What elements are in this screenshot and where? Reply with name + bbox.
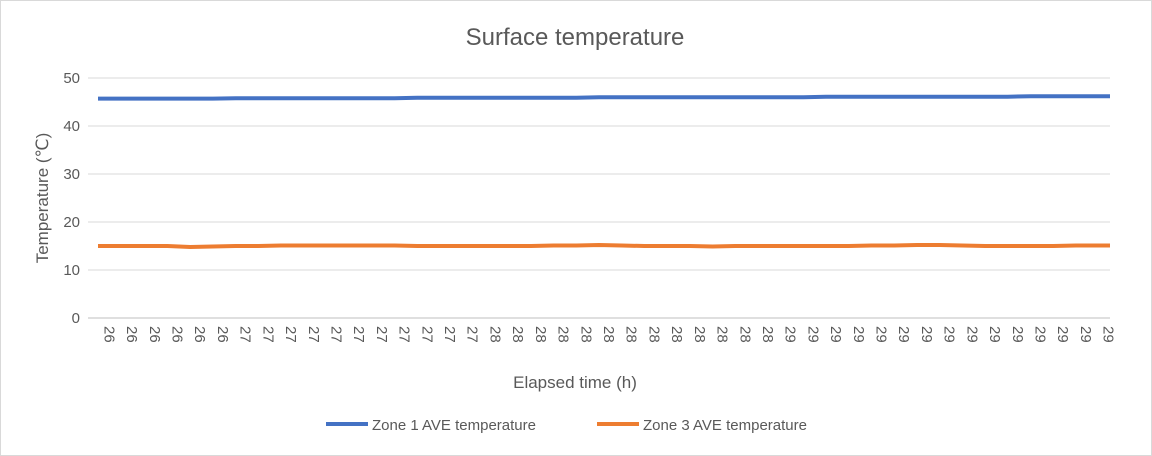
- y-axis-title: Temperature (℃): [33, 133, 52, 264]
- x-tick-label: 27: [282, 326, 299, 343]
- x-tick-label: 29: [1009, 326, 1026, 343]
- x-tick-label: 28: [623, 326, 640, 343]
- x-tick-label: 29: [782, 326, 799, 343]
- x-tick-label: 28: [691, 326, 708, 343]
- legend: Zone 1 AVE temperature Zone 3 AVE temper…: [326, 417, 807, 434]
- x-tick-label: 27: [373, 326, 390, 343]
- x-tick-label: 28: [759, 326, 776, 343]
- x-tick-label: 26: [168, 326, 185, 343]
- x-tick-label: 29: [1054, 326, 1071, 343]
- series-line-zone-1: [98, 94, 1110, 101]
- x-tick-label: 28: [714, 326, 731, 343]
- x-tick-label: 29: [1032, 326, 1049, 343]
- x-axis-ticks: 26 26 26 26 26 26 27 27 27 27 27 27 27 27 27 27 27 28 28 28…: [100, 326, 1116, 343]
- x-tick-label: 26: [191, 326, 208, 343]
- x-tick-label: 28: [532, 326, 549, 343]
- x-tick-label: 29: [827, 326, 844, 343]
- x-tick-label: 27: [237, 326, 254, 343]
- y-tick-label: 50: [63, 70, 80, 87]
- y-tick-label: 0: [72, 310, 80, 327]
- x-tick-label: 28: [736, 326, 753, 343]
- x-tick-label: 28: [555, 326, 572, 343]
- y-tick-label: 10: [63, 262, 80, 279]
- x-tick-label: 28: [486, 326, 503, 343]
- legend-label-zone-1: Zone 1 AVE temperature: [372, 417, 536, 434]
- x-tick-label: 28: [509, 326, 526, 343]
- x-tick-label: 28: [645, 326, 662, 343]
- y-axis-ticks: 0 10 20 30 40 50: [63, 70, 80, 327]
- x-tick-label: 29: [1100, 326, 1117, 343]
- x-tick-label: 27: [441, 326, 458, 343]
- y-tick-label: 40: [63, 118, 80, 135]
- x-tick-label: 29: [873, 326, 890, 343]
- series-lines: [98, 94, 1110, 249]
- x-tick-label: 27: [327, 326, 344, 343]
- x-tick-label: 27: [418, 326, 435, 343]
- legend-label-zone-3: Zone 3 AVE temperature: [643, 417, 807, 434]
- x-tick-label: 28: [577, 326, 594, 343]
- x-tick-label: 28: [600, 326, 617, 343]
- y-tick-label: 30: [63, 166, 80, 183]
- gridlines: [88, 77, 1110, 319]
- x-tick-label: 29: [918, 326, 935, 343]
- x-tick-label: 27: [464, 326, 481, 343]
- x-tick-label: 29: [963, 326, 980, 343]
- x-tick-label: 29: [941, 326, 958, 343]
- x-tick-label: 29: [895, 326, 912, 343]
- x-tick-label: 29: [986, 326, 1003, 343]
- y-tick-label: 20: [63, 214, 80, 231]
- series-line-zone-3: [98, 243, 1110, 249]
- x-tick-label: 29: [1077, 326, 1094, 343]
- x-tick-label: 26: [214, 326, 231, 343]
- x-tick-label: 27: [259, 326, 276, 343]
- x-tick-label: 29: [850, 326, 867, 343]
- x-tick-label: 28: [668, 326, 685, 343]
- x-tick-label: 26: [146, 326, 163, 343]
- x-tick-label: 27: [396, 326, 413, 343]
- chart-title: Surface temperature: [466, 24, 685, 51]
- x-axis-title: Elapsed time (h): [513, 373, 637, 392]
- x-tick-label: 26: [123, 326, 140, 343]
- x-tick-label: 27: [305, 326, 322, 343]
- x-tick-label: 26: [100, 326, 117, 343]
- x-tick-label: 27: [350, 326, 367, 343]
- x-tick-label: 29: [804, 326, 821, 343]
